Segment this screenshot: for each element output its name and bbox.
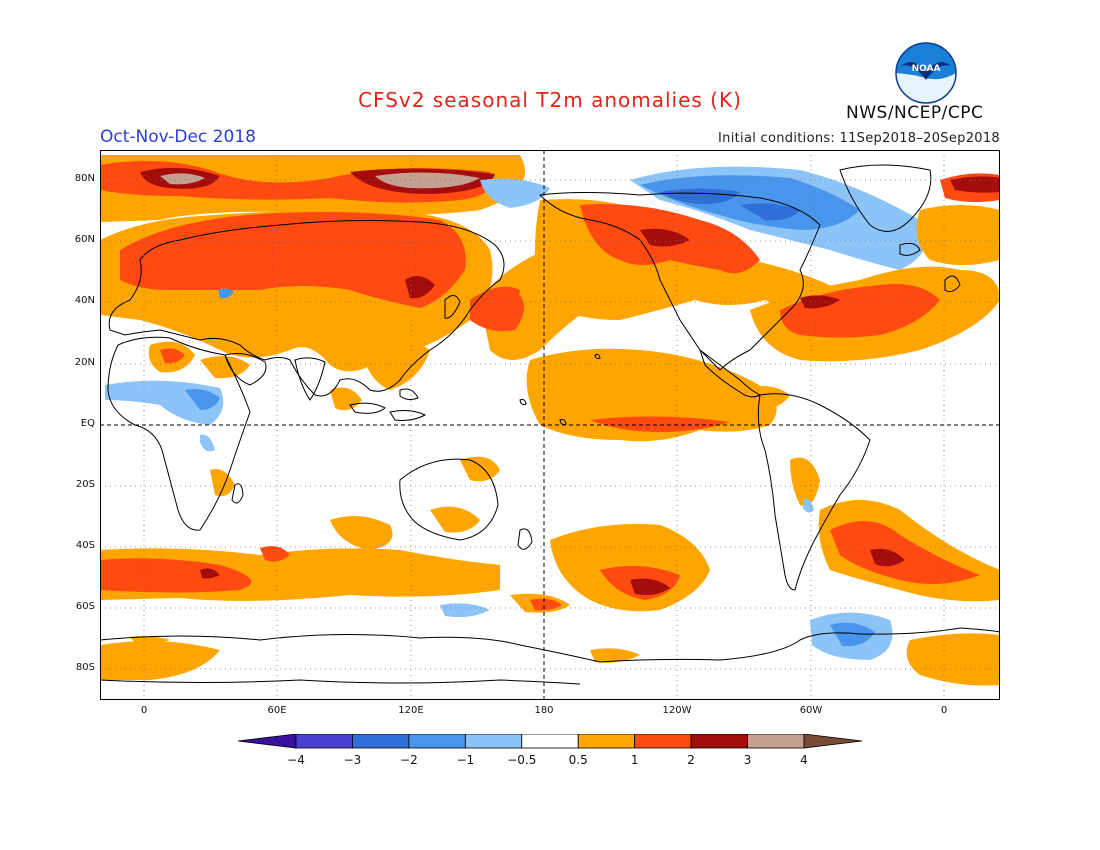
lon-label: 60W: [799, 705, 823, 716]
lon-label: 0: [140, 705, 148, 716]
colorbar-segment: [464, 734, 523, 749]
season-period: Oct-Nov-Dec 2018: [100, 127, 256, 147]
colorbar-segment: [690, 734, 748, 749]
anomaly-region-slight-warm: [130, 636, 170, 644]
svg-text:NOAA: NOAA: [912, 64, 941, 74]
anomaly-region-slight-warm: [790, 457, 820, 506]
colorbar-tick-label: 0.5: [569, 753, 588, 767]
anomaly-region-slight-warm: [430, 506, 480, 533]
anomaly-region-slight-warm: [590, 648, 640, 663]
anomaly-region-warm: [120, 212, 466, 308]
anomaly-region-slight-warm: [740, 386, 790, 409]
initial-conditions: Initial conditions: 11Sep2018–20Sep2018: [718, 131, 1000, 146]
lat-label: 40S: [75, 540, 95, 551]
anomaly-region-slight-warm: [916, 205, 1000, 265]
lon-label: 60E: [267, 705, 287, 716]
anomaly-region-slight-warm: [360, 336, 430, 390]
southern-ocean-warm: [100, 456, 710, 613]
eurasia-warm: [100, 210, 493, 372]
anomaly-region-slight-warm: [200, 356, 250, 379]
lat-label: 20N: [74, 357, 95, 368]
map-title: CFSv2 seasonal T2m anomalies (K): [358, 88, 742, 112]
anomaly-region-very-warm: [200, 568, 220, 579]
colorbar-arrow-right: [803, 734, 862, 749]
colorbar-tick-label: 3: [744, 753, 752, 767]
anomaly-region-slight-warm: [100, 641, 220, 680]
colorbar-segment: [577, 734, 636, 749]
colorbar-segment: [521, 734, 579, 749]
colorbar-tick-label: −1: [456, 753, 474, 767]
lat-label: 60S: [75, 601, 95, 612]
anomaly-region-slight-warm: [906, 633, 1000, 686]
anomaly-region-warm: [470, 293, 524, 332]
colorbar-segment: [295, 734, 353, 749]
anomaly-region-very-warm: [630, 578, 670, 596]
lat-label: EQ: [80, 418, 95, 429]
anomaly-region-very-warm: [870, 548, 905, 567]
anomaly-region-very-warm: [950, 176, 1000, 193]
colorbar-arrow-left: [238, 734, 297, 749]
lon-label: 0: [940, 705, 948, 716]
arctic-warm-band: [100, 155, 525, 222]
anomaly-region-warm: [530, 598, 562, 611]
anomaly-region-slight-cold: [200, 434, 215, 452]
anomaly-region-warm: [260, 546, 290, 562]
colorbar-segment: [634, 734, 692, 749]
africa-patches: [105, 341, 250, 497]
north-pacific-warm: [470, 199, 847, 332]
anomaly-map: [100, 150, 1000, 700]
anomaly-region-warm: [830, 521, 980, 584]
equatorial-pacific-warm: [526, 348, 790, 442]
colorbar-tick-label: −0.5: [507, 753, 536, 767]
colorbar-tick-label: −4: [287, 753, 305, 767]
south-america-patches: [790, 457, 1000, 602]
north-atlantic-warm: [750, 173, 1000, 362]
lat-label: 60N: [74, 234, 95, 245]
anomaly-region-slight-warm: [460, 456, 500, 482]
equator-dateline: [100, 150, 1000, 700]
colorbar-tick-label: −2: [400, 753, 418, 767]
anomaly-region-cold: [218, 288, 234, 299]
anomaly-region-slight-warm: [526, 348, 777, 442]
anomaly-region-cold: [830, 622, 875, 647]
anomaly-region-slight-cold: [480, 178, 550, 208]
colorbar-tick-label: 2: [687, 753, 695, 767]
colorbar-tick-label: 1: [631, 753, 639, 767]
anomaly-region-slight-warm: [210, 469, 235, 497]
anomaly-region-extreme-warm: [375, 172, 480, 189]
anomaly-region-moderate-cold: [740, 203, 800, 221]
anomaly-region-warm: [160, 348, 185, 364]
colorbar-tick-label: 4: [800, 753, 808, 767]
anomaly-region-moderate-cold: [660, 188, 740, 205]
anomaly-region-warm: [590, 416, 730, 432]
noaa-logo: NOAA: [895, 42, 957, 104]
lon-label: 120E: [398, 705, 424, 716]
colorbar-segment: [408, 734, 466, 749]
colorbar-tick-label: −3: [344, 753, 362, 767]
anomaly-region-warm: [100, 558, 252, 593]
lat-label: 80N: [74, 173, 95, 184]
anomaly-region-slight-cold: [803, 498, 814, 513]
anomaly-region-slight-cold: [440, 603, 490, 618]
anomaly-region-very-warm: [405, 276, 435, 299]
lon-label: 120W: [662, 705, 692, 716]
anomaly-region-very-warm: [640, 228, 690, 247]
colorbar-segment: [747, 734, 805, 749]
lat-label: 20S: [75, 479, 95, 490]
agency-label: NWS/NCEP/CPC: [846, 103, 984, 123]
north-america-cold: [480, 166, 927, 270]
lat-label: 40N: [74, 295, 95, 306]
coastlines: [100, 164, 1000, 685]
lat-label: 80S: [75, 662, 95, 673]
anomaly-region-cold: [185, 389, 220, 410]
lon-label: 180: [534, 705, 554, 716]
anomaly-region-slight-warm: [330, 516, 393, 550]
colorbar-segment: [352, 734, 410, 749]
colorbar: −4 −3 −2 −1 −0.5 0.5 1 2 3 4: [238, 734, 862, 767]
anomaly-region-extreme-warm: [160, 173, 205, 185]
antarctic-patches: [100, 603, 1000, 686]
